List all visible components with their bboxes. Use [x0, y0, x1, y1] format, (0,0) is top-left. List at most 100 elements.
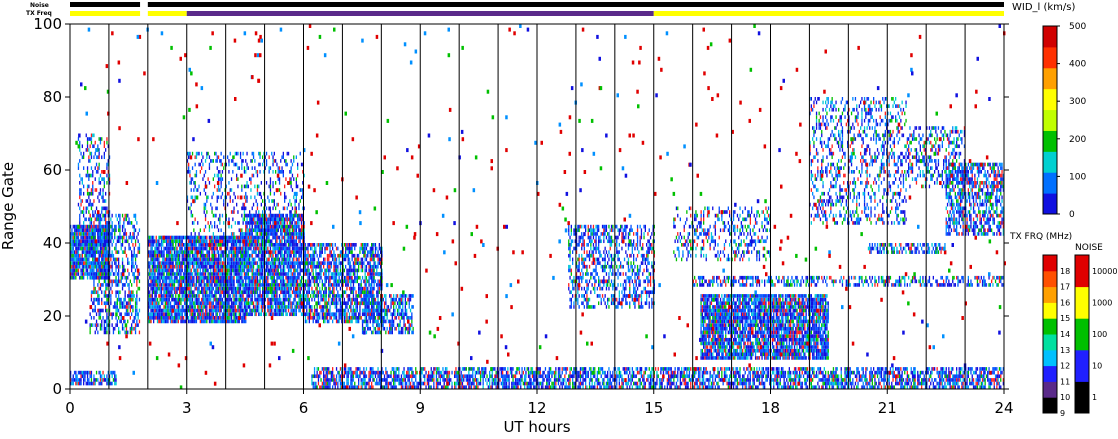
echo-cell: [134, 268, 137, 273]
echo-cell: [312, 275, 314, 280]
echo-cell: [184, 290, 186, 295]
echo-cell: [241, 316, 243, 320]
echo-cell: [215, 275, 217, 280]
echo-cell: [163, 297, 165, 302]
echo-cell: [236, 308, 238, 313]
echo-cell: [212, 159, 214, 163]
echo-cell: [286, 239, 288, 244]
echo-cell: [190, 301, 192, 306]
echo-region-5: [245, 213, 305, 317]
echo-cell: [238, 250, 240, 254]
echo-cell: [197, 257, 199, 262]
echo-cell: [291, 279, 294, 284]
echo-cell: [127, 294, 129, 298]
echo-cell: [267, 217, 269, 222]
echo-cell: [214, 224, 216, 229]
echo-cell: [70, 243, 72, 247]
echo-cell: [295, 184, 297, 189]
echo-cell: [287, 308, 290, 313]
echo-cell: [249, 239, 251, 244]
echo-cell: [225, 305, 227, 309]
echo-cell: [277, 305, 279, 309]
echo-cell: [216, 275, 218, 280]
echo-cell: [173, 253, 176, 258]
echo-cell: [108, 155, 111, 160]
echo-cell: [330, 297, 332, 302]
echo-cell: [159, 272, 161, 276]
echo-cell: [132, 305, 134, 309]
echo-cell: [316, 275, 318, 280]
echo-cell: [81, 228, 83, 233]
echo-cell: [119, 330, 121, 335]
echo-cell: [229, 319, 231, 324]
echo-cell: [276, 283, 278, 287]
echo-cell: [260, 243, 262, 247]
echo-cell: [302, 246, 304, 251]
echo-cell: [102, 235, 104, 240]
echo-cell: [221, 253, 224, 258]
echo-cell: [329, 294, 331, 298]
echo-cell: [299, 217, 301, 222]
echo-cell: [95, 290, 98, 295]
echo-cell: [255, 246, 257, 251]
echo-cell: [326, 312, 329, 317]
echo-cell: [330, 261, 332, 265]
echo-cell: [153, 272, 155, 276]
echo-cell: [291, 272, 294, 276]
echo-cell: [323, 257, 325, 262]
echo-cell: [238, 294, 240, 298]
echo-cell: [212, 312, 214, 317]
echo-cell: [179, 239, 181, 244]
echo-cell: [280, 290, 282, 295]
echo-cell: [75, 224, 77, 229]
echo-cell: [254, 312, 256, 317]
echo-cell: [75, 250, 77, 254]
echo-cell: [88, 243, 90, 247]
echo-cell: [306, 301, 308, 306]
echo-cell: [71, 246, 73, 251]
echo-cell: [210, 312, 212, 317]
echo-cell: [114, 279, 116, 284]
echo-cell: [215, 294, 217, 298]
echo-cell: [239, 155, 242, 160]
echo-cell: [167, 246, 169, 251]
echo-cell: [127, 283, 129, 287]
echo-cell: [258, 305, 260, 309]
echo-cell: [159, 268, 161, 273]
echo-cell: [138, 279, 141, 284]
echo-cell: [182, 261, 185, 265]
echo-cell: [160, 239, 163, 244]
echo-cell: [286, 305, 288, 309]
echo-cell: [85, 224, 87, 229]
echo-cell: [189, 170, 191, 174]
echo-cell: [238, 297, 240, 302]
echo-cell: [93, 221, 95, 225]
echo-cell: [94, 243, 96, 247]
echo-cell: [186, 253, 188, 258]
echo-cell: [106, 301, 108, 306]
echo-cell: [188, 239, 190, 244]
echo-cell: [294, 239, 296, 244]
echo-cell: [216, 250, 218, 254]
echo-cell: [171, 235, 173, 240]
echo-cell: [339, 305, 342, 309]
echo-cell: [114, 257, 116, 262]
echo-cell: [286, 250, 288, 254]
echo-cell: [313, 283, 316, 287]
echo-cell: [243, 264, 246, 269]
echo-cell: [79, 188, 81, 192]
echo-cell: [238, 279, 240, 284]
echo-cell: [273, 224, 275, 229]
echo-cell: [285, 232, 287, 236]
echo-cell: [121, 326, 124, 331]
echo-cell: [214, 283, 216, 287]
echo-cell: [258, 250, 260, 254]
echo-cell: [204, 235, 207, 240]
echo-cell: [242, 250, 244, 254]
echo-cell: [290, 210, 292, 214]
echo-cell: [198, 184, 200, 189]
echo-cell: [300, 261, 303, 265]
echo-cell: [286, 275, 288, 280]
echo-cell: [154, 301, 156, 306]
echo-cell: [118, 290, 120, 295]
